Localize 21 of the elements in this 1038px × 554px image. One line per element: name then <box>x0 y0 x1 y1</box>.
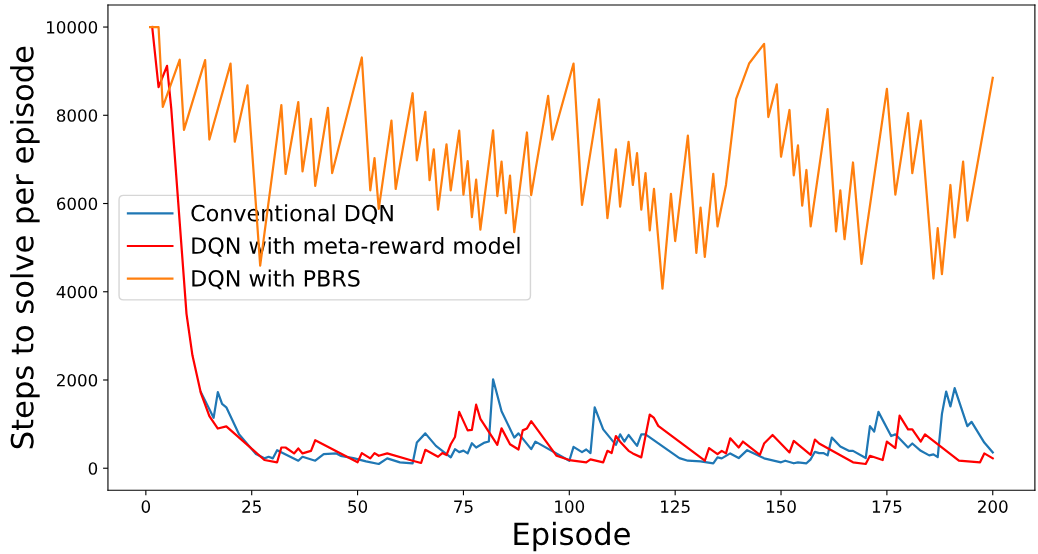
x-tick-label: 125 <box>661 500 690 513</box>
x-tick-label: 75 <box>454 500 473 513</box>
y-tick-label: 4000 <box>56 285 98 299</box>
x-tick-label: 175 <box>872 500 902 513</box>
x-tick-label: 100 <box>555 500 585 513</box>
x-tick-label: 25 <box>242 500 261 513</box>
x-tick-label: 200 <box>978 500 1008 513</box>
line-series <box>199 378 994 466</box>
y-tick-label: 0 <box>88 462 98 475</box>
line-series <box>151 25 994 466</box>
x-tick-label: 50 <box>348 500 368 513</box>
y-tick-label: 10000 <box>47 21 98 34</box>
legend-label: DQN with PBRS <box>192 269 360 290</box>
line-series <box>148 25 994 290</box>
y-axis-title: Steps to solve per episode <box>10 46 40 449</box>
y-tick-label: 6000 <box>56 197 98 211</box>
y-tick-label: 2000 <box>57 373 98 387</box>
x-axis-title: Episode <box>514 521 630 552</box>
x-tick-label: 150 <box>766 500 796 513</box>
y-tick-label: 8000 <box>56 109 98 122</box>
x-tick-label: 0 <box>141 500 151 513</box>
